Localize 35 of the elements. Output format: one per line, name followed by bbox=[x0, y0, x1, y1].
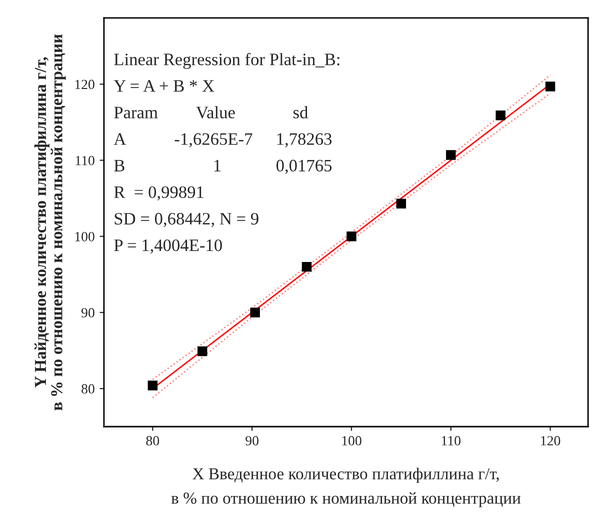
y-tick-label: 80 bbox=[82, 384, 94, 394]
annotation: 1,78263 bbox=[277, 133, 332, 148]
point bbox=[148, 380, 158, 390]
y-tick-label: 90 bbox=[81, 308, 94, 318]
point bbox=[545, 82, 556, 92]
y-tick-label: 110 bbox=[76, 156, 94, 166]
x-tick-label: 90 bbox=[246, 436, 258, 446]
annotation: Linear Regression for Plat-in_B: bbox=[114, 52, 340, 69]
annotation: -1,6265E-7 bbox=[174, 133, 252, 148]
annotation: SD = 0,68442, N = 9 bbox=[114, 212, 258, 228]
annotation: Param bbox=[114, 106, 158, 118]
x-axis-title: X Введенное количество платифиллина г/т, в % по отношению к номинальной концентрации bbox=[171, 468, 521, 508]
annotation: Value bbox=[196, 106, 235, 118]
annotation: P = 1,4004E-10 bbox=[114, 239, 222, 254]
point bbox=[302, 262, 312, 272]
y-axis-title: Y Найденное количество платифиллина г/т, в % по отношению к номинальной концентрации bbox=[34, 34, 66, 410]
annotation: A bbox=[114, 133, 126, 145]
point bbox=[346, 232, 356, 242]
point bbox=[198, 346, 208, 356]
point bbox=[250, 308, 260, 318]
y-tick-label: 100 bbox=[75, 232, 94, 242]
annotation: R = 0,99891 bbox=[114, 186, 204, 201]
annotation: B bbox=[114, 160, 124, 172]
x-tick-label: 80 bbox=[146, 436, 160, 446]
x-tick-label: 110 bbox=[442, 436, 461, 446]
x-tick-label: 100 bbox=[342, 436, 362, 446]
point bbox=[446, 150, 456, 160]
annotation: 1 bbox=[214, 160, 221, 172]
x-tick-label: 120 bbox=[541, 436, 560, 446]
annotation: sd bbox=[293, 106, 308, 118]
annotation: 0,01765 bbox=[276, 160, 332, 174]
point bbox=[396, 198, 406, 209]
y-tick-label: 120 bbox=[75, 80, 94, 90]
annotation: Y = A + B * X bbox=[114, 80, 214, 92]
point bbox=[496, 110, 506, 120]
